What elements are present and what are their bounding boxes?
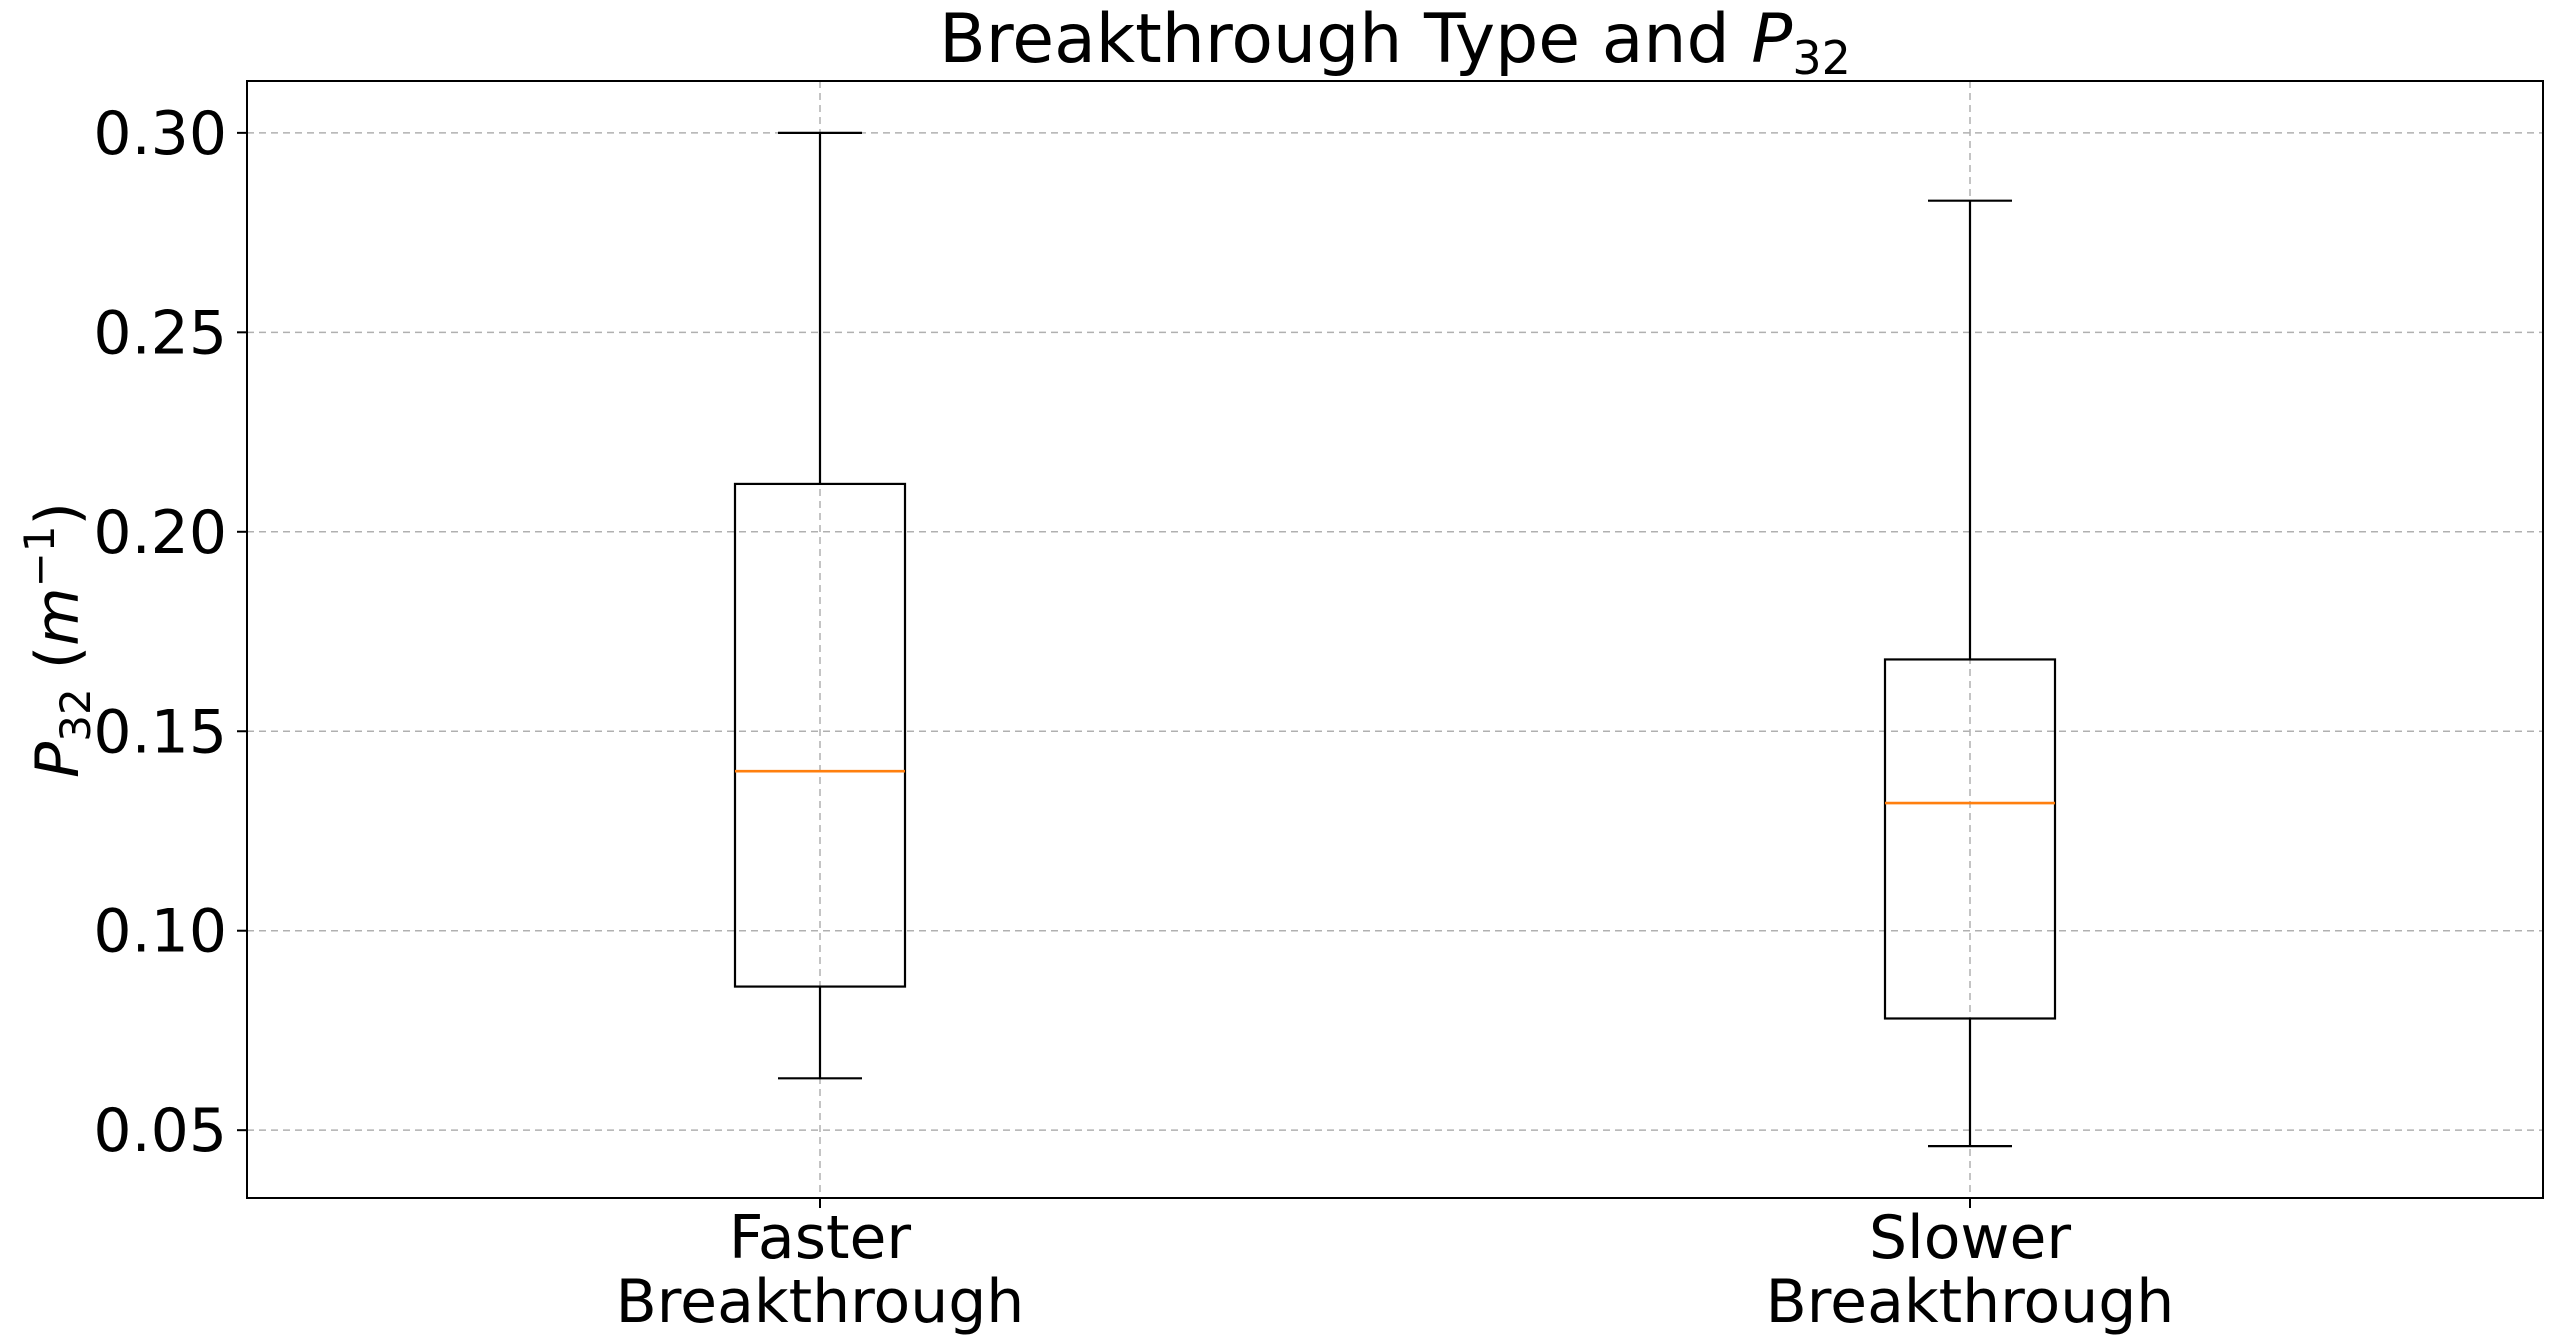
box-group [1883, 199, 2057, 1148]
gridlines [247, 81, 2543, 1198]
y-axis-ticks: 0.05 0.10 0.15 0.20 0.25 0.30 [93, 99, 247, 1166]
iqr-box [733, 482, 907, 988]
y-tick-label: 0.30 [93, 99, 227, 169]
y-axis-label-exponent: −1 [15, 525, 64, 587]
y-axis-label-symbol: P [23, 741, 93, 778]
y-tick-label: 0.15 [93, 697, 227, 767]
y-axis-label-close: ) [23, 502, 93, 525]
chart-title-symbol: P [1751, 0, 1792, 79]
y-tick-label: 0.05 [93, 1096, 227, 1166]
chart-title-subscript: 32 [1792, 31, 1851, 85]
y-axis-label-open: ( [23, 646, 93, 688]
y-tick-label: 0.25 [93, 298, 227, 368]
y-axis-label-unit: m [23, 587, 93, 645]
x-tick-label-line1: Slower [1869, 1203, 2071, 1273]
boxes [733, 131, 2057, 1148]
plot-frame [246, 80, 2544, 1199]
x-tick-label-line2: Breakthrough [616, 1267, 1025, 1337]
chart-title: Breakthrough Type and P32 [939, 0, 1851, 85]
y-axis-label-subscript: 32 [51, 688, 100, 741]
x-tick-label-line1: Faster [729, 1203, 911, 1273]
y-tick-label: 0.20 [93, 498, 227, 568]
chart-title-text: Breakthrough Type and [939, 0, 1751, 79]
x-tick-label-line2: Breakthrough [1766, 1267, 2175, 1337]
iqr-box [1883, 658, 2057, 1020]
box-group [733, 131, 907, 1080]
y-tick-label: 0.10 [93, 897, 227, 967]
y-axis-label: P32 (m−1) [15, 502, 100, 778]
